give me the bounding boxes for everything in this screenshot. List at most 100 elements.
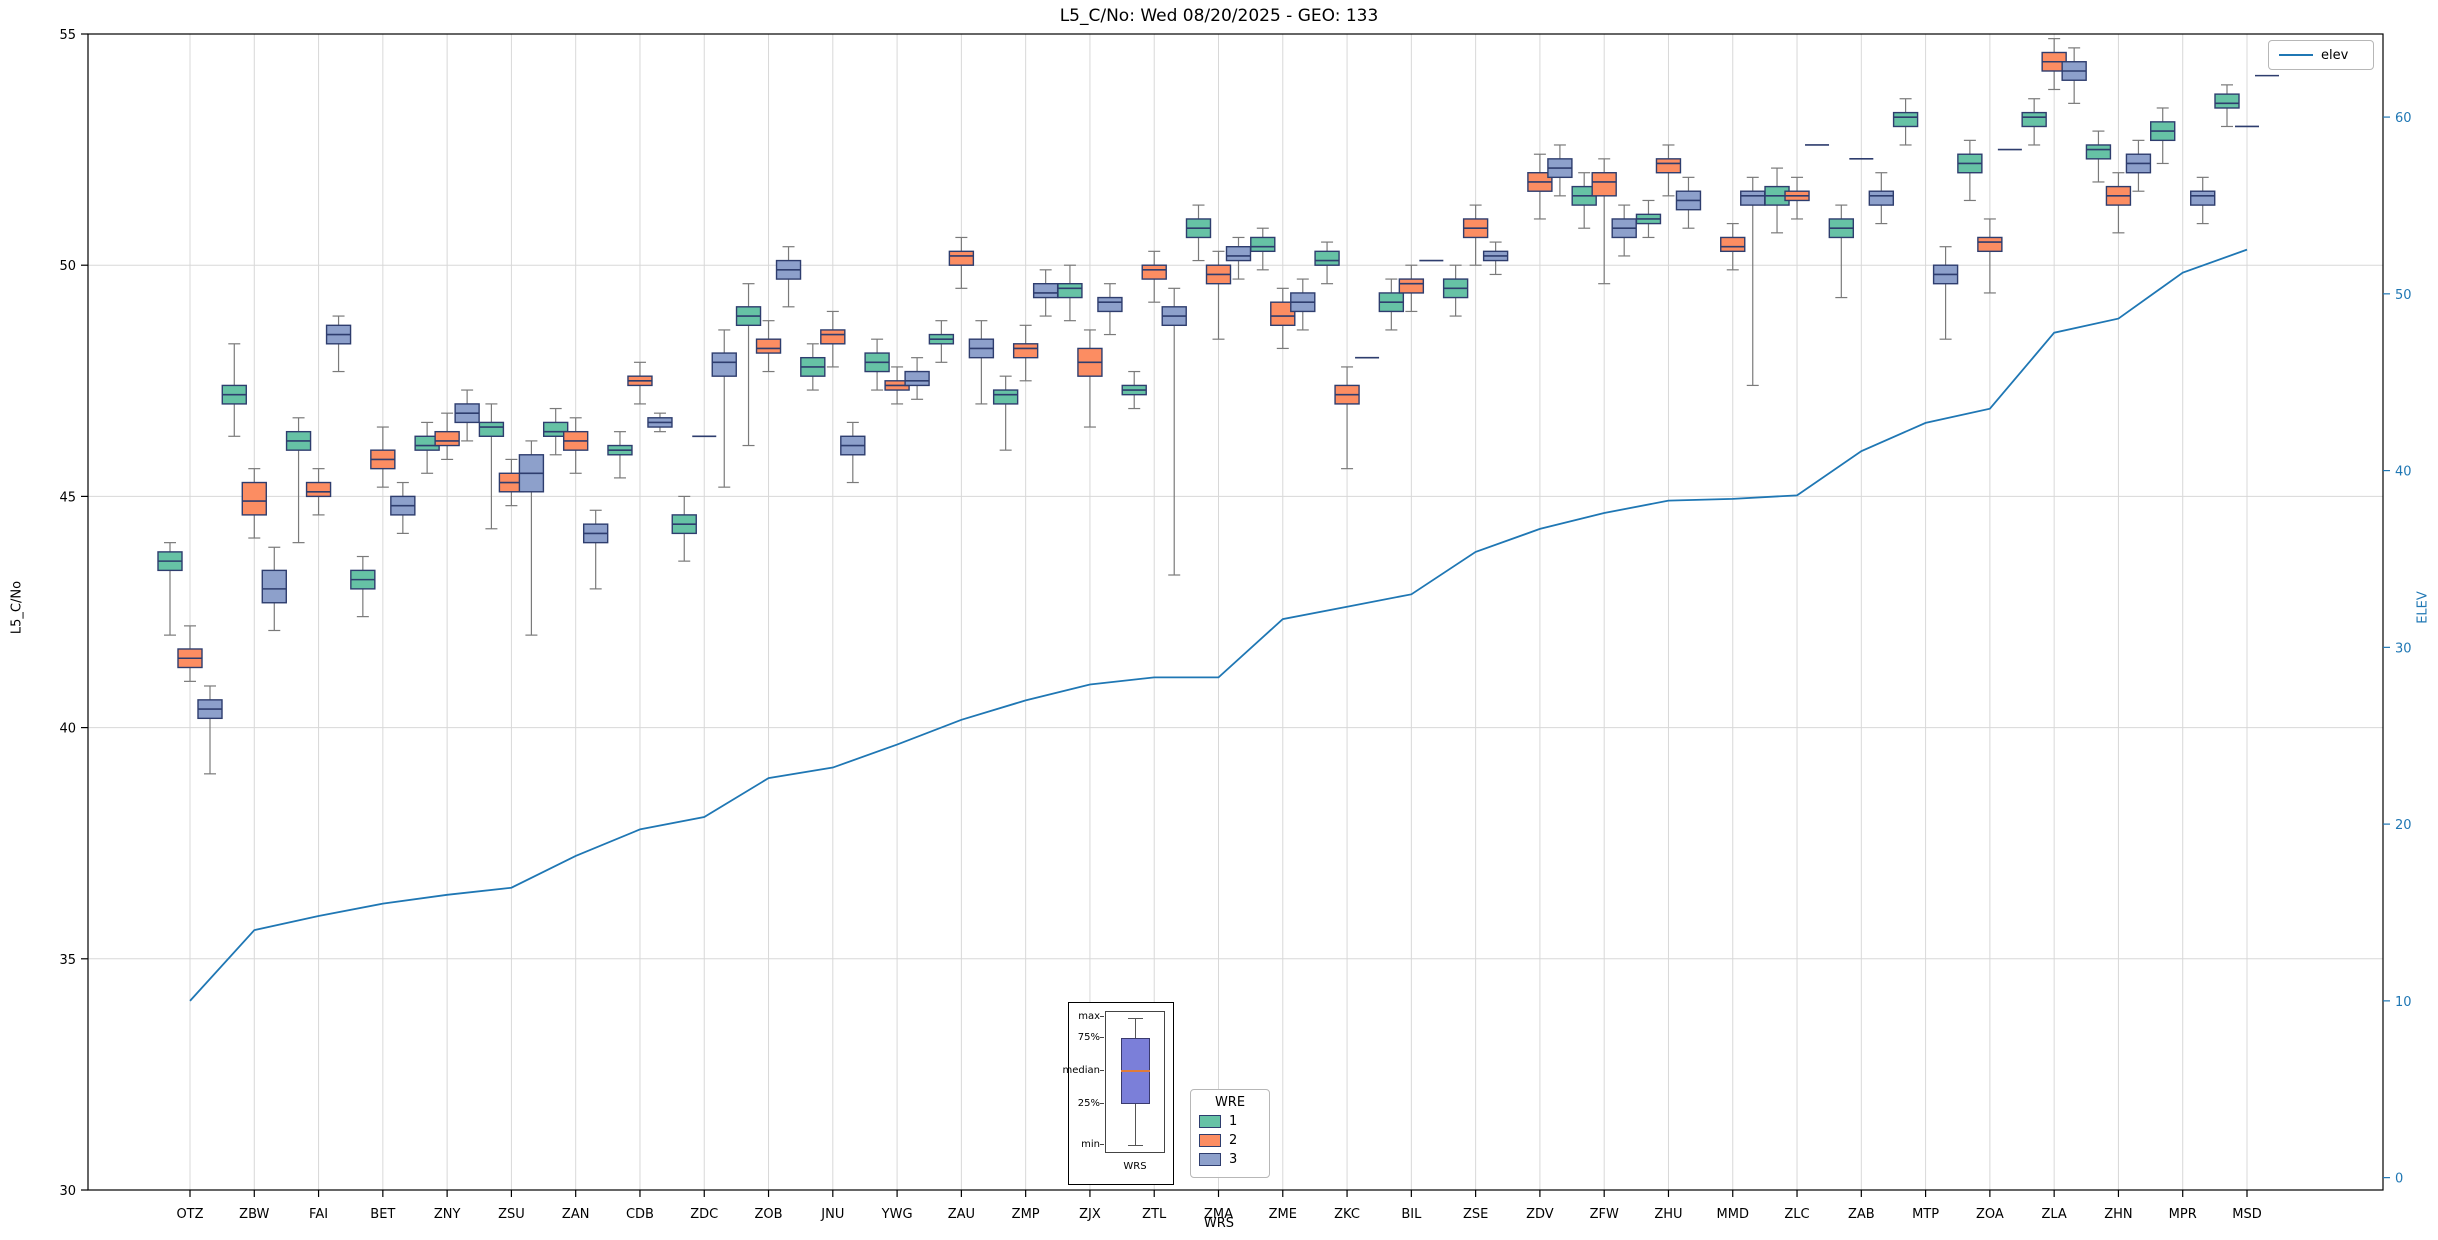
x-tick-label: ZLA (2041, 1207, 2066, 1222)
x-tick-label: MSD (2232, 1207, 2261, 1222)
box-wre-2 (1141, 264, 1167, 280)
box-wre-1 (478, 421, 505, 437)
y2-axis-label: ELEV (2415, 591, 2431, 624)
x-tick-label: ZDC (690, 1207, 718, 1222)
x-tick-label: MTP (1912, 1207, 1939, 1222)
box-wre-3 (1740, 190, 1766, 206)
inset-tick (1100, 1037, 1104, 1038)
x-tick-label: ZOA (1976, 1207, 2004, 1222)
box-wre-2 (1977, 236, 2003, 253)
wre-legend: WRE 1 2 3 (1190, 1089, 1270, 1178)
x-tick-label: ZAB (1848, 1207, 1875, 1222)
inset-label-75: 75% (1077, 1032, 1100, 1043)
box-wre-1 (1057, 282, 1083, 299)
inset-axes (1105, 1011, 1165, 1153)
y2-tick-label: 50 (2395, 288, 2412, 303)
wre-patch-icon (1199, 1115, 1221, 1128)
box-wre-3 (2190, 190, 2216, 206)
x-tick-label: CDB (626, 1207, 654, 1222)
box-wre-1 (1250, 236, 1276, 253)
x-tick-label: JNU (820, 1207, 844, 1222)
box-wre-1 (1892, 111, 1919, 128)
x-tick-label: ZJX (1079, 1207, 1101, 1222)
box-wre-2 (1398, 278, 1425, 294)
elev-line-icon (2279, 54, 2313, 56)
inset-tick (1100, 1103, 1104, 1104)
wre-legend-label: 3 (1229, 1152, 1238, 1167)
wre-legend-items: 1 2 3 (1199, 1114, 1261, 1167)
y-tick-label: 35 (59, 953, 76, 968)
y-tick-label: 30 (59, 1184, 76, 1199)
x-axis-label: WRS (1203, 1216, 1235, 1231)
box-wre-1 (2085, 144, 2112, 160)
elev-legend: elev (2268, 40, 2374, 70)
y-tick-label: 40 (59, 722, 76, 737)
box-wre-2 (755, 338, 782, 354)
inset-label-25: 25% (1077, 1098, 1100, 1109)
wre-legend-row: 1 (1199, 1114, 1261, 1129)
y2-tick-label: 30 (2395, 641, 2412, 656)
box-wre-1 (2214, 93, 2240, 109)
x-tick-label: BIL (1401, 1207, 1422, 1222)
boxplot-anatomy-inset: max 75% median 25% min WRS (1063, 1002, 1174, 1185)
box-wre-2 (241, 481, 267, 516)
box-wre-2 (1655, 158, 1682, 174)
inset-max-cap (1128, 1018, 1143, 1019)
chart-title: L5_C/No: Wed 08/20/2025 - GEO: 133 (1059, 6, 1379, 26)
wre-patch-icon (1199, 1134, 1221, 1147)
x-tick-label: ZHN (2104, 1207, 2132, 1222)
box-wre-2 (1591, 172, 1617, 197)
x-tick-label: ZDV (1526, 1207, 1554, 1222)
y-axis-label: L5_C/No (9, 580, 25, 635)
x-tick-label: ZHU (1654, 1207, 1682, 1222)
box-wre-2 (820, 329, 846, 345)
x-tick-label: FAI (309, 1207, 328, 1222)
box-wre-1 (542, 421, 569, 437)
wre-legend-label: 1 (1229, 1114, 1238, 1129)
plot-border (87, 33, 2384, 1191)
x-tick-label: ZME (1269, 1207, 1297, 1222)
x-tick-label: ZAN (562, 1207, 590, 1222)
elev-line (189, 248, 2248, 1002)
wre-legend-row: 3 (1199, 1152, 1261, 1167)
box-wre-2 (305, 481, 332, 498)
y2-tick-label: 60 (2395, 111, 2412, 126)
x-tick-label: ZSU (498, 1207, 525, 1222)
x-tick-label: ZMA (1204, 1207, 1233, 1222)
box-wre-3 (1868, 190, 1895, 206)
x-tick-label: ZKC (1334, 1207, 1360, 1222)
x-tick-label: OTZ (176, 1207, 203, 1222)
inset-tick (1100, 1016, 1104, 1017)
inset-tick (1100, 1070, 1104, 1071)
x-tick-label: ZNY (434, 1207, 461, 1222)
box-wre-3 (1097, 296, 1123, 313)
inset-label-min: min (1081, 1139, 1100, 1150)
box-wre-2 (434, 430, 460, 447)
x-tick-label: ZLC (1784, 1207, 1809, 1222)
x-tick-label: ZOB (755, 1207, 783, 1222)
x-tick-label: MMD (1717, 1207, 1749, 1222)
box-wre-3 (261, 569, 287, 604)
x-tick-label: BET (370, 1207, 395, 1222)
wre-legend-title: WRE (1214, 1095, 1246, 1110)
box-wre-1 (1314, 250, 1340, 266)
box-wre-3 (904, 370, 930, 387)
box-wre-1 (992, 389, 1019, 405)
y-tick-label: 45 (59, 490, 76, 505)
x-tick-label: MPR (2169, 1207, 2197, 1222)
x-tick-label: ZMP (1012, 1207, 1040, 1222)
box-wre-3 (1225, 246, 1252, 262)
box-wre-3 (711, 352, 737, 377)
y2-tick-label: 10 (2395, 995, 2412, 1010)
x-tick-label: YWG (881, 1207, 913, 1222)
y-tick-label: 55 (59, 28, 76, 43)
inset-tick (1100, 1144, 1104, 1145)
inset-label-median: median (1062, 1065, 1101, 1076)
y2-tick-label: 0 (2395, 1172, 2403, 1187)
y-tick-label: 50 (59, 259, 76, 274)
inset-xlabel: WRS (1123, 1161, 1147, 1172)
wre-patch-icon (1199, 1153, 1221, 1166)
inset-label-max: max (1078, 1011, 1100, 1022)
